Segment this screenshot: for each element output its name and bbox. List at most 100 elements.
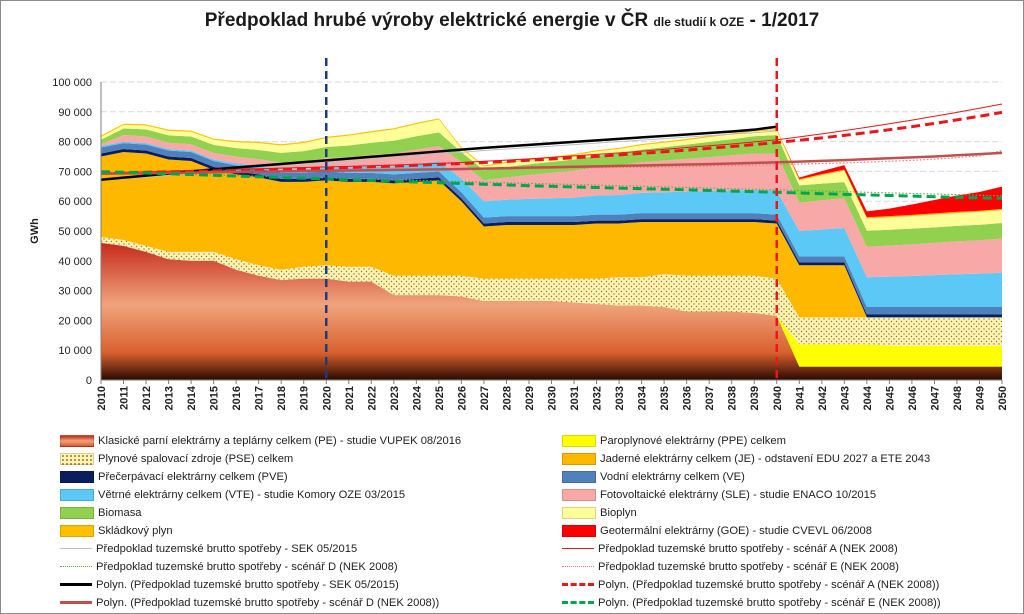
legend-swatch bbox=[60, 434, 94, 447]
legend-label: Vodní elektrárny celkem (VE) bbox=[600, 470, 745, 483]
x-tick-label: 2014 bbox=[186, 385, 198, 410]
chart-title: Předpoklad hrubé výroby elektrické energ… bbox=[0, 10, 1024, 32]
legend-swatch bbox=[60, 548, 92, 549]
legend-swatch bbox=[562, 452, 596, 465]
x-tick-label: 2030 bbox=[547, 386, 559, 410]
legend-item: Předpoklad tuzemské brutto spotřeby - sc… bbox=[562, 558, 899, 575]
x-tick-label: 2046 bbox=[907, 386, 919, 410]
legend-swatch bbox=[562, 548, 594, 549]
legend-item: Polyn. (Předpoklad tuzemské brutto spotř… bbox=[60, 594, 439, 611]
x-tick-label: 2048 bbox=[952, 386, 964, 410]
legend-item: Předpoklad tuzemské brutto spotřeby - SE… bbox=[60, 540, 357, 557]
y-tick-label: 70 000 bbox=[58, 166, 92, 178]
y-tick-label: 90 000 bbox=[58, 107, 92, 119]
legend-item: Plynové spalovací zdroje (PSE) celkem bbox=[60, 450, 293, 467]
legend-item: Předpoklad tuzemské brutto spotřeby - sc… bbox=[60, 558, 398, 575]
x-tick-label: 2026 bbox=[456, 386, 468, 410]
chart-title-date: - 1/2017 bbox=[749, 10, 820, 31]
legend-label: Jaderné elektrárny celkem (JE) - odstave… bbox=[600, 452, 931, 465]
legend-label: Biomasa bbox=[98, 506, 142, 519]
legend-label: Větrné elektrárny celkem (VTE) - studie … bbox=[98, 488, 406, 501]
y-tick-label: 50 000 bbox=[58, 226, 92, 238]
legend-item: Paroplynové elektrárny (PPE) celkem bbox=[562, 432, 786, 449]
legend-label: Plynové spalovací zdroje (PSE) celkem bbox=[98, 452, 294, 465]
legend-swatch bbox=[60, 566, 92, 567]
chart-plot: 0 10 000 20 000 30 000 40 000 50 000 60 000 70 … bbox=[29, 58, 1009, 410]
legend-item: Větrné elektrárny celkem (VTE) - studie … bbox=[60, 486, 405, 503]
trend-line-5 bbox=[100, 110, 1003, 175]
x-tick-label: 2034 bbox=[637, 385, 649, 410]
area-series-7 bbox=[101, 135, 1002, 278]
x-tick-label: 2021 bbox=[344, 386, 356, 410]
legend-item: Předpoklad tuzemské brutto spotřeby - sc… bbox=[562, 540, 898, 557]
legend-item: Polyn. (Předpoklad tuzemské brutto spotř… bbox=[60, 576, 399, 593]
legend-label: Fotovoltaické elektrárny (SLE) - studie … bbox=[600, 488, 877, 501]
x-tick-label: 2019 bbox=[299, 386, 311, 410]
area-series-2 bbox=[101, 236, 1002, 346]
legend-item: Polyn. (Předpoklad tuzemské brutto spotř… bbox=[562, 594, 941, 611]
x-tick-label: 2045 bbox=[884, 386, 896, 410]
legend-label: Polyn. (Předpoklad tuzemské brutto spotř… bbox=[96, 578, 399, 591]
legend-swatch bbox=[60, 452, 94, 465]
x-tick-label: 2022 bbox=[366, 386, 378, 410]
trend-line-1 bbox=[100, 103, 1003, 174]
legend-label: Polyn. (Předpoklad tuzemské brutto spotř… bbox=[598, 596, 941, 609]
legend-label: Předpoklad tuzemské brutto spotřeby - sc… bbox=[598, 542, 898, 555]
legend-swatch bbox=[60, 506, 94, 519]
x-tick-label: 2025 bbox=[434, 386, 446, 410]
legend-item: Biomasa bbox=[60, 504, 142, 521]
area-series-11 bbox=[101, 118, 1002, 218]
y-tick-label: 30 000 bbox=[58, 286, 92, 298]
legend-label: Polyn. (Předpoklad tuzemské brutto spotř… bbox=[96, 596, 440, 609]
x-tick-label: 2036 bbox=[682, 386, 694, 410]
x-tick-label: 2010 bbox=[96, 386, 108, 410]
legend-item: Vodní elektrárny celkem (VE) bbox=[562, 468, 745, 485]
legend-item: Fotovoltaické elektrárny (SLE) - studie … bbox=[562, 486, 876, 503]
area-series-9 bbox=[101, 119, 1002, 231]
legend-label: Bioplyn bbox=[600, 506, 637, 519]
chart-legend: Klasické parní elektrárny a teplárny cel… bbox=[60, 432, 990, 612]
legend-label: Paroplynové elektrárny (PPE) celkem bbox=[600, 434, 786, 447]
legend-label: Klasické parní elektrárny a teplárny cel… bbox=[98, 434, 462, 447]
legend-label: Předpoklad tuzemské brutto spotřeby - sc… bbox=[598, 560, 899, 573]
chart-title-main: Předpoklad hrubé výroby elektrické energ… bbox=[204, 10, 649, 31]
x-tick-label: 2041 bbox=[794, 386, 806, 410]
x-tick-label: 2018 bbox=[276, 386, 288, 410]
legend-swatch bbox=[562, 601, 594, 604]
legend-swatch bbox=[562, 506, 596, 519]
x-tick-label: 2050 bbox=[997, 386, 1009, 410]
x-tick-label: 2043 bbox=[839, 386, 851, 410]
x-tick-label: 2027 bbox=[479, 386, 491, 410]
legend-label: Přečerpávací elektrárny celkem (PVE) bbox=[98, 470, 288, 483]
y-tick-label: 40 000 bbox=[58, 256, 92, 268]
legend-swatch bbox=[60, 601, 92, 604]
x-tick-label: 2011 bbox=[119, 386, 131, 410]
x-tick-label: 2040 bbox=[772, 386, 784, 410]
legend-item: Skládkový plyn bbox=[60, 522, 173, 539]
y-tick-label: 60 000 bbox=[58, 196, 92, 208]
legend-label: Skládkový plyn bbox=[98, 524, 173, 537]
trend-line-7 bbox=[100, 170, 1003, 200]
x-tick-label: 2017 bbox=[254, 386, 266, 410]
x-tick-label: 2016 bbox=[231, 386, 243, 410]
trend-line-6 bbox=[100, 151, 1003, 176]
x-tick-label: 2032 bbox=[592, 386, 604, 410]
x-tick-label: 2031 bbox=[569, 386, 581, 410]
legend-swatch bbox=[60, 488, 94, 501]
area-series-1 bbox=[101, 242, 1002, 367]
x-tick-label: 2038 bbox=[727, 386, 739, 410]
legend-swatch bbox=[60, 524, 94, 537]
x-tick-label: 2042 bbox=[817, 386, 829, 410]
legend-swatch bbox=[60, 470, 94, 483]
chart-title-sub: dle studií k OZE bbox=[653, 15, 745, 29]
x-tick-label: 2039 bbox=[749, 386, 761, 410]
y-tick-label: 10 000 bbox=[58, 345, 92, 357]
legend-item: Bioplyn bbox=[562, 504, 637, 521]
y-tick-label: 80 000 bbox=[58, 137, 92, 149]
legend-item: Přečerpávací elektrárny celkem (PVE) bbox=[60, 468, 288, 485]
legend-item: Jaderné elektrárny celkem (JE) - odstave… bbox=[562, 450, 930, 467]
legend-swatch bbox=[562, 583, 594, 586]
legend-swatch bbox=[60, 583, 92, 586]
x-tick-label: 2020 bbox=[321, 386, 333, 410]
legend-swatch bbox=[562, 488, 596, 501]
